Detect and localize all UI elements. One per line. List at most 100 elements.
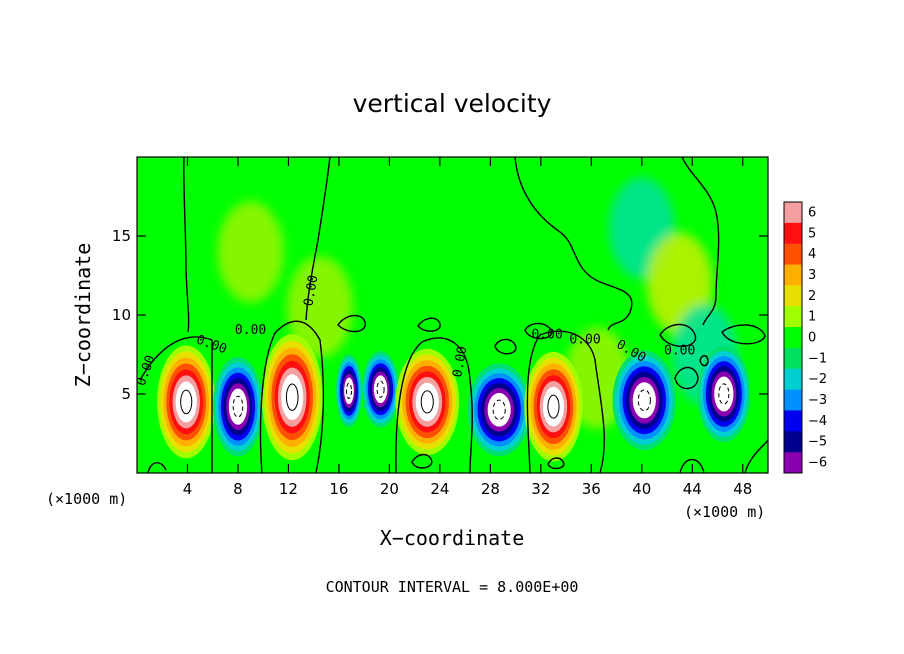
zero-contour-line (744, 439, 768, 473)
zero-contour-line (337, 314, 366, 333)
zero-contour-line (147, 462, 167, 473)
updraft-cell (261, 334, 323, 461)
cell-band (487, 392, 511, 427)
cell-band (175, 381, 197, 423)
x-tick-label: 40 (632, 480, 651, 498)
downdraft-cell (335, 354, 363, 428)
x-tick-label: 28 (481, 480, 500, 498)
cell-core-contour (718, 383, 730, 405)
colorbar-swatch (784, 368, 802, 391)
zero-contours (139, 157, 768, 473)
downdraft-cell (212, 356, 264, 457)
zero-contour-line (259, 320, 325, 473)
zero-contour-line (721, 324, 766, 345)
colorbar-frame (783, 201, 803, 474)
zero-contour-line (514, 157, 633, 331)
weak-velocity-patch (217, 201, 284, 303)
cell-core-contour (547, 394, 560, 419)
colorbar-tick-label: −1 (808, 351, 827, 366)
downdraft-cell (467, 363, 531, 457)
x-tick-label: 36 (582, 480, 601, 498)
colorbar-swatch (784, 431, 802, 453)
contour-label: 0.00 (569, 332, 600, 347)
x-tick-label: 24 (430, 480, 449, 498)
x-unit-label-left: (×1000 m) (46, 490, 127, 508)
x-tick-label: 16 (329, 480, 348, 498)
cell-band (228, 388, 248, 425)
colorbar-swatch (784, 264, 802, 286)
contour-label: 0.00 (301, 274, 321, 307)
x-tick-label: 8 (233, 480, 243, 498)
contour-interval-note: CONTOUR INTERVAL = 8.000E+00 (326, 578, 579, 596)
updraft-cell (524, 351, 583, 462)
zero-contour-line (524, 322, 553, 340)
cell-band (373, 375, 388, 404)
colorbar-swatch (784, 243, 802, 266)
cell-band (415, 382, 439, 422)
cell-band (542, 386, 565, 427)
cell-core-contour (492, 399, 506, 421)
y-tick-label: 5 (121, 385, 131, 403)
cell-band (281, 374, 304, 421)
x-tick-label: 44 (683, 480, 702, 498)
colorbar-tick-label: −5 (808, 435, 827, 450)
colorbar-tick-label: −2 (808, 372, 827, 387)
colorbar-swatch (784, 347, 802, 370)
contour-label: 0.00 (664, 344, 695, 359)
colorbar-tick-label: −3 (808, 393, 827, 408)
colorbar-swatch (784, 389, 802, 411)
x-tick-label: 32 (531, 480, 550, 498)
colorbar-tick-label: 2 (808, 289, 816, 304)
zero-contour-line (305, 157, 331, 321)
colorbar-swatch (784, 452, 802, 474)
colorbar-tick-label: 0 (808, 331, 816, 346)
x-axis-label: X−coordinate (380, 526, 525, 550)
zero-contour-line (417, 317, 441, 332)
colorbar-tick-label: 1 (808, 310, 816, 325)
cell-core-contour (232, 395, 244, 418)
x-tick-label: 12 (279, 480, 298, 498)
cell-core-contour (637, 389, 651, 412)
zero-contour-line (547, 457, 565, 470)
updraft-cell (395, 348, 460, 455)
zero-contour-line (659, 323, 697, 347)
cell-band (714, 376, 734, 412)
weak-velocity-patch (287, 256, 353, 358)
downdraft-cell (362, 351, 400, 428)
updraft-cell (157, 345, 216, 459)
colorbar-swatch (784, 306, 802, 328)
colorbar-tick-label: 5 (808, 226, 816, 241)
cell-band (632, 382, 656, 419)
cell-band (344, 377, 354, 405)
heatmap-field: 0.000.000.000.000.000.00 0.00 0.00 0.00 (137, 157, 768, 473)
y-tick-label: 15 (112, 227, 131, 245)
zero-contour-line (494, 338, 517, 355)
x-tick-label: 4 (183, 480, 193, 498)
zero-contour-line (526, 330, 605, 473)
cell-core-contour (345, 382, 353, 399)
zero-contour-line (681, 157, 720, 326)
x-tick-label: 48 (733, 480, 752, 498)
cell-core-contour (376, 380, 385, 398)
colorbar-tick-label: 4 (808, 247, 816, 262)
colorbar-tick-label: 6 (808, 205, 816, 220)
colorbar-tick-label: −4 (808, 414, 827, 429)
contour-label: 0.00 (531, 328, 562, 343)
colorbar-tick-label: 3 (808, 268, 816, 283)
zero-contour-line (411, 453, 433, 469)
x-tick-label: 20 (380, 480, 399, 498)
chart-title: vertical velocity (353, 89, 552, 118)
colorbar-swatch (784, 202, 802, 224)
contour-label: 0.00 (235, 323, 266, 338)
zero-contour-line (679, 458, 705, 473)
zero-contour-line (699, 355, 709, 367)
zero-contour-line (674, 366, 699, 390)
colorbar-swatch (784, 410, 802, 432)
y-tick-label: 10 (112, 306, 131, 324)
colorbar-swatch (784, 285, 802, 307)
cell-core-contour (420, 390, 434, 414)
downdraft-cell (612, 350, 677, 451)
x-unit-label-right: (×1000 m) (684, 503, 765, 521)
cell-core-contour (285, 383, 299, 411)
